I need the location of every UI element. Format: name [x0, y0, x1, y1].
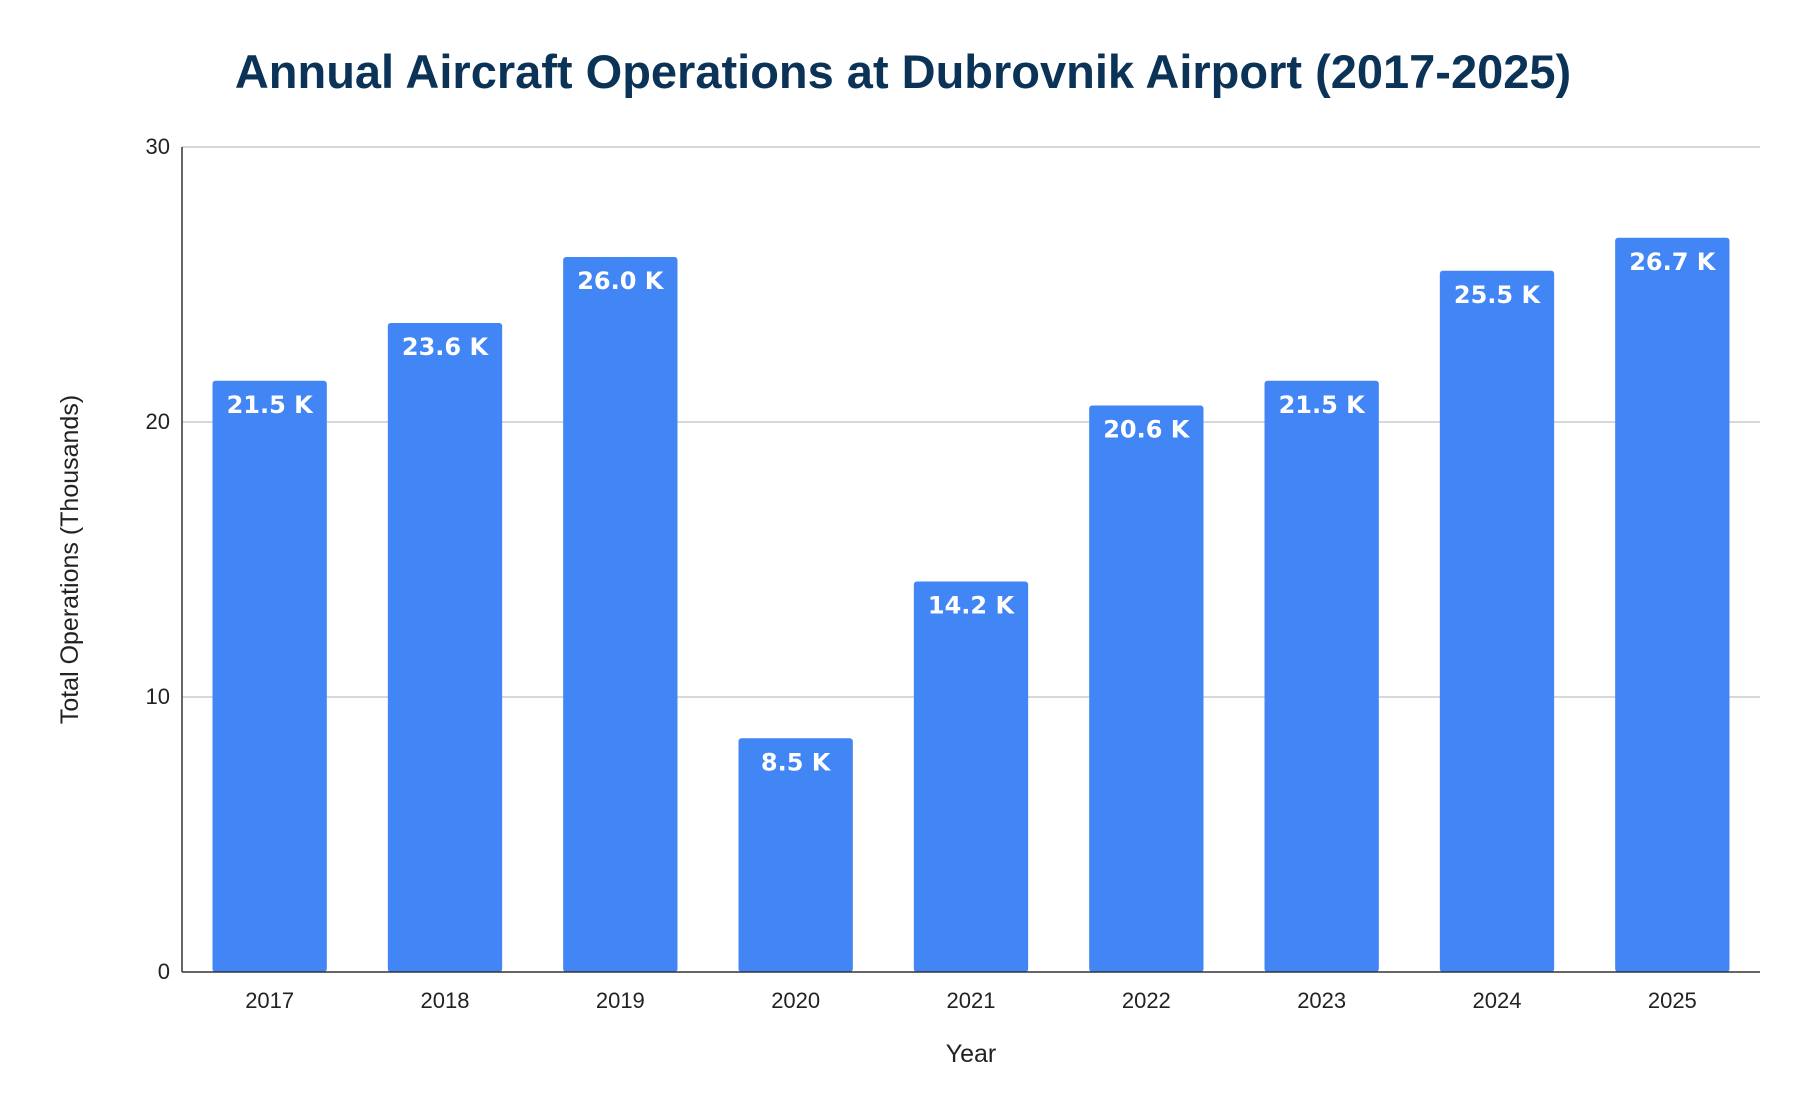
bar-data-label: 21.5 K — [1279, 391, 1367, 419]
x-tick-label: 2020 — [771, 988, 820, 1013]
bars — [212, 237, 1730, 972]
bar-2021 — [913, 581, 1029, 972]
x-tick-label: 2021 — [947, 988, 996, 1013]
bar-data-label: 26.7 K — [1629, 248, 1717, 276]
bar-data-label: 8.5 K — [761, 748, 832, 776]
x-tick-label: 2025 — [1648, 988, 1697, 1013]
bar-2023 — [1264, 380, 1379, 972]
x-tick-label: 2019 — [596, 988, 645, 1013]
bar-2025 — [1615, 237, 1730, 972]
bar-data-label: 14.2 K — [928, 592, 1016, 620]
bar-2022 — [1089, 405, 1204, 972]
axes: 0 10 20 30 2017 2018 2019 2020 2021 2022 2023 2024 2… — [146, 134, 1760, 1013]
x-tick-label: 2017 — [245, 988, 294, 1013]
bar-data-labels: 21.5 K 23.6 K 26.0 K 8.5 K 14.2 K 20.6 K 21.5 … — [227, 248, 1717, 777]
bar-2019 — [563, 257, 678, 972]
x-axis-title: Year — [946, 1040, 997, 1068]
x-tick-label: 2023 — [1297, 988, 1346, 1013]
bar-2024 — [1439, 270, 1555, 972]
y-tick-label: 20 — [146, 409, 170, 434]
chart-title: Annual Aircraft Operations at Dubrovnik … — [234, 45, 1572, 98]
bar-data-label: 20.6 K — [1103, 416, 1191, 444]
x-tick-label: 2018 — [421, 988, 470, 1013]
bar-2018 — [387, 323, 503, 972]
bar-2020 — [738, 738, 853, 972]
x-tick-label: 2024 — [1473, 988, 1522, 1013]
y-axis-title: Total Operations (Thousands) — [56, 395, 84, 724]
bar-data-label: 25.5 K — [1454, 281, 1542, 309]
bar-data-label: 21.5 K — [227, 391, 315, 419]
bar-data-label: 26.0 K — [577, 267, 665, 295]
x-tick-label: 2022 — [1122, 988, 1171, 1013]
bar-data-label: 23.6 K — [402, 333, 490, 361]
y-tick-label: 30 — [146, 134, 170, 159]
y-tick-label: 10 — [146, 684, 170, 709]
y-tick-label: 0 — [158, 959, 170, 984]
bar-2017 — [212, 380, 327, 972]
